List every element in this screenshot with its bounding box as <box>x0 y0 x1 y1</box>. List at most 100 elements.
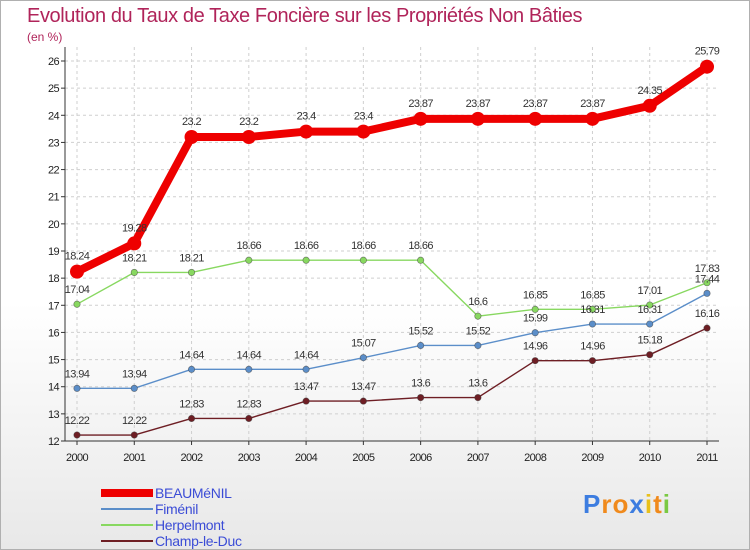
data-label: 18.21 <box>122 252 147 264</box>
data-point <box>245 256 253 264</box>
data-label: 23.87 <box>466 98 491 110</box>
data-point <box>642 98 657 113</box>
series-layer <box>70 59 714 439</box>
data-label: 23.4 <box>354 111 373 123</box>
data-label: 12.22 <box>122 415 147 427</box>
x-tick-label: 2003 <box>238 452 261 464</box>
data-label: 23.87 <box>523 98 548 110</box>
y-tick-label: 12 <box>48 436 60 448</box>
x-tick-label: 2006 <box>410 452 433 464</box>
data-point <box>470 111 485 126</box>
y-tick-label: 13 <box>48 409 60 421</box>
data-point <box>356 124 371 139</box>
data-label: 18.24 <box>65 251 90 263</box>
data-label: 12.22 <box>65 415 90 427</box>
data-label: 16.31 <box>637 304 662 316</box>
data-point <box>646 301 654 309</box>
data-point <box>130 431 138 439</box>
x-tick-label: 2005 <box>352 452 375 464</box>
data-point <box>130 268 138 276</box>
data-point <box>646 320 654 328</box>
data-point <box>531 305 539 313</box>
data-labels: 12.22 12.22 12.83 12.83 13.47 13.47 13.6 13.6 14… <box>65 46 721 427</box>
data-label: 15.18 <box>637 335 662 347</box>
data-label: 16.31 <box>580 304 605 316</box>
y-tick-label: 14 <box>48 382 60 394</box>
data-point <box>474 394 482 402</box>
data-point <box>474 341 482 350</box>
y-tick-label: 22 <box>48 165 60 177</box>
data-label: 13.47 <box>294 381 319 393</box>
logo-letter: i <box>662 489 671 519</box>
x-tick-label: 2010 <box>639 452 662 464</box>
y-tick-label: 25 <box>48 83 60 95</box>
y-tick-label: 18 <box>48 273 60 285</box>
data-point <box>588 305 597 313</box>
data-label: 13.6 <box>411 378 430 390</box>
data-label: 15.99 <box>523 313 548 325</box>
x-tick-label: 2008 <box>524 452 547 464</box>
data-point <box>413 111 428 126</box>
legend-swatch <box>101 489 153 497</box>
data-label: 23.4 <box>297 111 316 123</box>
data-point <box>588 357 597 365</box>
data-point <box>531 329 539 337</box>
data-point <box>245 414 253 423</box>
data-label: 19.28 <box>122 222 147 234</box>
legend-label: Herpelmont <box>155 517 225 533</box>
logo-letter: t <box>653 489 663 519</box>
logo-letter: o <box>612 489 630 519</box>
data-point <box>70 264 84 279</box>
data-label: 18.21 <box>179 252 204 264</box>
data-point <box>187 268 196 276</box>
data-label: 13.6 <box>468 378 487 390</box>
y-tick-label: 17 <box>48 300 60 312</box>
x-tick-label: 2000 <box>66 452 89 464</box>
data-label: 23.87 <box>580 98 605 110</box>
data-label: 13.47 <box>351 381 376 393</box>
x-tick-label: 2002 <box>181 452 204 464</box>
data-point <box>588 320 597 328</box>
data-point <box>359 397 367 405</box>
data-label: 23.87 <box>408 98 433 110</box>
legend-label: Fiménil <box>155 501 199 517</box>
data-point <box>359 256 367 264</box>
data-point <box>302 397 310 405</box>
legend-swatch <box>101 524 153 526</box>
x-tick-label: 2007 <box>467 452 490 464</box>
logo-letter: x <box>629 489 645 519</box>
data-point <box>703 289 711 297</box>
data-label: 16.85 <box>580 289 605 301</box>
data-point <box>130 384 138 392</box>
logo-letter: r <box>601 489 613 519</box>
data-point <box>127 236 142 251</box>
data-label: 15.07 <box>351 338 376 350</box>
data-label: 12.83 <box>237 398 262 410</box>
y-tick-label: 26 <box>48 56 60 68</box>
data-point <box>73 431 81 439</box>
data-label: 12.83 <box>179 398 204 410</box>
data-label: 18.66 <box>351 240 376 252</box>
data-point <box>474 312 482 320</box>
grid <box>65 47 719 442</box>
y-tick-label: 23 <box>48 137 60 149</box>
x-tick-label: 2009 <box>581 452 604 464</box>
data-point <box>531 357 539 365</box>
data-label: 18.66 <box>294 240 319 252</box>
data-point <box>646 351 654 359</box>
legend-label: BEAUMéNIL <box>155 485 232 501</box>
data-point <box>245 365 253 373</box>
data-label: 14.64 <box>294 349 319 361</box>
legend-label: Champ-le-Duc <box>155 533 242 549</box>
data-label: 17.83 <box>695 263 720 275</box>
data-label: 24.35 <box>637 85 662 97</box>
data-label: 13.94 <box>122 368 147 380</box>
y-tick-label: 19 <box>48 246 60 258</box>
data-point <box>302 256 310 264</box>
data-point <box>703 324 711 332</box>
plot-area: 12 13 14 15 16 17 18 19 20 21 22 23 24 25 26 2000 2001 20… <box>48 46 721 464</box>
data-point <box>187 365 196 373</box>
data-label: 14.64 <box>237 349 262 361</box>
data-label: 14.96 <box>523 341 548 353</box>
